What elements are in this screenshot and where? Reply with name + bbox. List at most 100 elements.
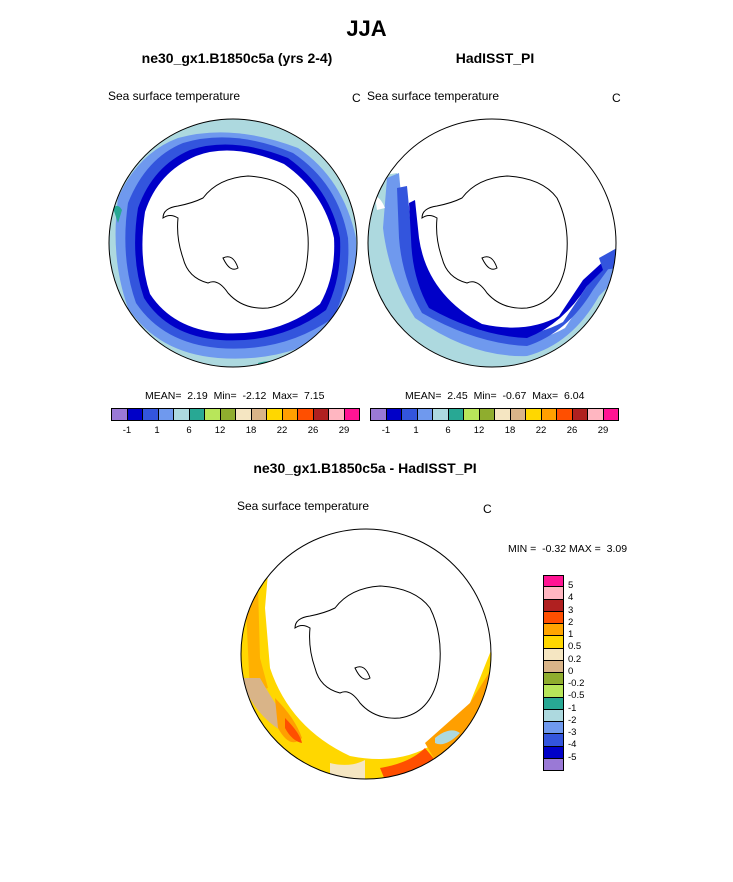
- diff-colorbar: [543, 575, 564, 771]
- colorbar-label: 29: [338, 425, 350, 436]
- colorbar-box: [417, 409, 433, 420]
- colorbar-label: 0.2: [568, 653, 582, 665]
- colorbar-box: [543, 746, 564, 759]
- panel-1-colorbar-labels: -1 1 6 12 18 22 26 29: [111, 425, 360, 439]
- colorbar-label: 5: [568, 580, 574, 591]
- colorbar-label: 0.5: [568, 641, 582, 653]
- panel-1-units-label: C: [352, 91, 361, 105]
- colorbar-box: [543, 734, 564, 747]
- colorbar-box: [251, 409, 267, 420]
- colorbar-label: -5: [568, 751, 577, 763]
- colorbar-box: [543, 575, 564, 588]
- colorbar-label: -1: [122, 425, 132, 436]
- colorbar-box: [557, 409, 573, 420]
- colorbar-box: [189, 409, 205, 420]
- colorbar-box: [495, 409, 511, 420]
- colorbar-box: [543, 722, 564, 735]
- page-title: JJA: [346, 16, 387, 41]
- colorbar-box: [174, 409, 190, 420]
- panel-2-stats: MEAN= 2.45 Min= -0.67 Max= 6.04: [405, 390, 585, 402]
- colorbar-box: [329, 409, 345, 420]
- colorbar-label: -0.5: [568, 690, 585, 702]
- colorbar-box: [543, 660, 564, 673]
- colorbar-box: [267, 409, 283, 420]
- colorbar-label: 1: [154, 425, 160, 436]
- colorbar-label: 18: [245, 425, 257, 436]
- colorbar-box: [541, 409, 557, 420]
- colorbar-label: -4: [568, 739, 577, 751]
- colorbar-label: 26: [566, 425, 578, 436]
- colorbar-box: [479, 409, 495, 420]
- colorbar-box: [205, 409, 221, 420]
- colorbar-box: [543, 611, 564, 624]
- colorbar-box: [543, 636, 564, 649]
- colorbar-box: [543, 758, 564, 771]
- colorbar-box: [464, 409, 480, 420]
- panel-2-units-label: C: [612, 91, 621, 105]
- colorbar-label: 0: [568, 665, 574, 677]
- colorbar-box: [313, 409, 329, 420]
- colorbar-box: [510, 409, 526, 420]
- colorbar-box: [543, 685, 564, 698]
- colorbar-label: 12: [214, 425, 226, 436]
- colorbar-label: -3: [568, 727, 577, 738]
- panel-1-variable-label: Sea surface temperature: [108, 89, 241, 103]
- antarctica-outline: [421, 175, 568, 309]
- colorbar-box: [220, 409, 236, 420]
- colorbar-label: 22: [276, 425, 288, 436]
- colorbar-box: [158, 409, 174, 420]
- colorbar-box: [371, 409, 387, 420]
- colorbar-label: 29: [597, 425, 609, 436]
- colorbar-box: [236, 409, 252, 420]
- panel-2-colorbar: [370, 408, 619, 421]
- colorbar-box: [588, 409, 604, 420]
- colorbar-box: [433, 409, 449, 420]
- colorbar-box: [543, 673, 564, 686]
- antarctica-outline: [162, 175, 309, 309]
- colorbar-label: 1: [413, 425, 419, 436]
- diff-panel-stats: MIN = -0.32 MAX = 3.09: [508, 543, 628, 555]
- colorbar-box: [282, 409, 298, 420]
- colorbar-box: [143, 409, 159, 420]
- panel-2-title: HadISST_PI: [455, 50, 535, 66]
- colorbar-label: 12: [473, 425, 485, 436]
- colorbar-box: [543, 709, 564, 722]
- colorbar-box: [543, 599, 564, 612]
- colorbar-box: [543, 697, 564, 710]
- panel-2-polar-map: [367, 118, 617, 368]
- colorbar-box: [543, 624, 564, 637]
- panel-2-variable-label: Sea surface temperature: [367, 89, 500, 103]
- colorbar-box: [127, 409, 143, 420]
- diff-panel-variable-label: Sea surface temperature: [237, 499, 370, 513]
- colorbar-label: 18: [504, 425, 516, 436]
- colorbar-label: 26: [307, 425, 319, 436]
- diff-colorbar-labels: 5 4 3 2 1 0.5 0.2 0 -0.2 -0.5 -1 -2 -3 -…: [568, 580, 608, 780]
- colorbar-box: [344, 409, 359, 420]
- diff-panel-units-label: C: [483, 502, 492, 516]
- panel-1-title: ne30_gx1.B1850c5a (yrs 2-4): [141, 50, 333, 66]
- colorbar-label: -2: [568, 714, 577, 726]
- colorbar-box: [543, 648, 564, 661]
- colorbar-label: -0.2: [568, 678, 585, 689]
- colorbar-label: 4: [568, 592, 574, 604]
- colorbar-label: 1: [568, 629, 574, 640]
- colorbar-label: -1: [568, 702, 577, 714]
- colorbar-box: [526, 409, 542, 420]
- panel-1-colorbar: [111, 408, 360, 421]
- diff-panel-polar-map: [240, 528, 492, 780]
- colorbar-label: 6: [186, 425, 192, 436]
- colorbar-box: [402, 409, 418, 420]
- colorbar-label: 6: [445, 425, 451, 436]
- colorbar-box: [572, 409, 588, 420]
- colorbar-label: 2: [568, 616, 574, 628]
- colorbar-box: [386, 409, 402, 420]
- panel-1-stats: MEAN= 2.19 Min= -2.12 Max= 7.15: [145, 390, 325, 402]
- panel-1-polar-map: [108, 118, 358, 368]
- diff-panel-title: ne30_gx1.B1850c5a - HadISST_PI: [253, 460, 477, 476]
- antarctica-outline: [294, 585, 441, 719]
- colorbar-label: 22: [535, 425, 547, 436]
- panel-2-colorbar-labels: -1 1 6 12 18 22 26 29: [370, 425, 619, 439]
- colorbar-box: [603, 409, 618, 420]
- colorbar-box: [298, 409, 314, 420]
- colorbar-label: -1: [381, 425, 391, 436]
